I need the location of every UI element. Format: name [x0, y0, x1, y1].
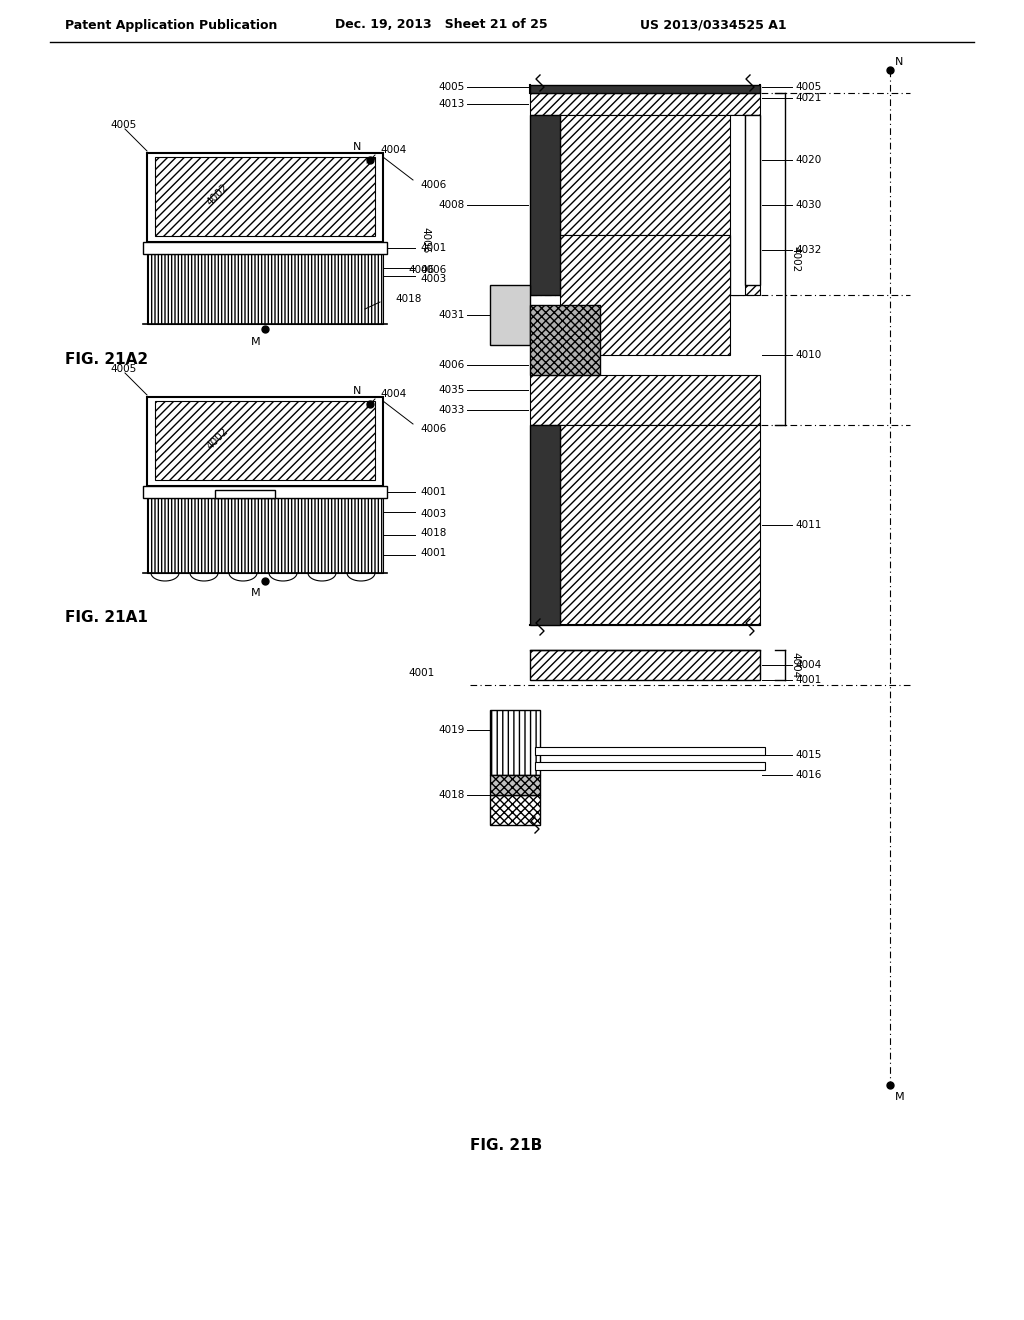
Text: 4004: 4004 — [380, 389, 407, 399]
Bar — [560, 235, 730, 355]
Text: 4006: 4006 — [420, 180, 446, 190]
Bar — [147, 253, 383, 323]
Text: 4016: 4016 — [795, 770, 821, 780]
Text: N: N — [353, 143, 361, 152]
Bar — [490, 775, 540, 795]
Text: 4001: 4001 — [420, 548, 446, 558]
Text: 4002: 4002 — [205, 426, 230, 451]
Text: 4001: 4001 — [420, 487, 446, 498]
Bar — [560, 425, 760, 624]
Text: 4032: 4032 — [795, 246, 821, 255]
Bar — [730, 115, 745, 294]
Bar — [535, 762, 765, 770]
Text: 4018: 4018 — [438, 789, 465, 800]
Bar — [155, 157, 375, 236]
Text: Dec. 19, 2013   Sheet 21 of 25: Dec. 19, 2013 Sheet 21 of 25 — [335, 18, 548, 32]
Text: 4021: 4021 — [795, 92, 821, 103]
Text: 4006: 4006 — [409, 265, 435, 275]
Text: 4015: 4015 — [795, 750, 821, 760]
Text: 4018: 4018 — [395, 294, 421, 304]
Text: N: N — [353, 385, 361, 396]
Bar — [530, 425, 560, 624]
Text: 4002: 4002 — [205, 182, 230, 207]
Bar — [143, 486, 387, 498]
Text: Patent Application Publication: Patent Application Publication — [65, 18, 278, 32]
Text: 4004: 4004 — [790, 652, 800, 678]
Text: 4005: 4005 — [110, 120, 136, 129]
Text: N: N — [895, 57, 903, 67]
Bar — [147, 397, 383, 486]
Bar — [147, 153, 383, 242]
Text: 4018: 4018 — [420, 528, 446, 539]
Text: 4003: 4003 — [420, 275, 446, 284]
Text: 4010: 4010 — [795, 350, 821, 360]
Text: 4020: 4020 — [795, 154, 821, 165]
Text: 4019: 4019 — [438, 725, 465, 735]
Bar — [143, 242, 387, 253]
Bar — [535, 747, 765, 755]
Bar — [530, 84, 760, 92]
Text: M: M — [251, 337, 261, 347]
Text: FIG. 21A1: FIG. 21A1 — [65, 610, 147, 626]
Text: M: M — [895, 1092, 904, 1102]
Bar — [530, 375, 760, 425]
Bar — [560, 235, 730, 294]
Bar — [530, 649, 760, 680]
Bar — [530, 92, 760, 115]
Text: FIG. 21A2: FIG. 21A2 — [65, 351, 148, 367]
Bar — [490, 710, 540, 775]
Text: FIG. 21B: FIG. 21B — [470, 1138, 543, 1152]
Text: 4011: 4011 — [795, 520, 821, 531]
Text: 4002: 4002 — [790, 246, 800, 272]
Text: 4006: 4006 — [438, 360, 465, 370]
Bar — [530, 115, 560, 294]
Text: M: M — [251, 587, 261, 598]
Text: 4035: 4035 — [438, 385, 465, 395]
Text: 4013: 4013 — [438, 99, 465, 110]
Bar — [155, 401, 375, 480]
Bar — [490, 285, 530, 345]
Bar — [490, 795, 540, 825]
Text: 4005: 4005 — [110, 364, 136, 374]
Text: 4006: 4006 — [420, 424, 446, 434]
Text: 4004: 4004 — [380, 145, 407, 154]
Bar — [560, 115, 760, 294]
Text: 4005: 4005 — [438, 82, 465, 92]
Text: US 2013/0334525 A1: US 2013/0334525 A1 — [640, 18, 786, 32]
Bar — [147, 498, 383, 573]
Text: 4031: 4031 — [438, 310, 465, 319]
Text: 4005: 4005 — [795, 82, 821, 92]
Text: 4001: 4001 — [795, 675, 821, 685]
Text: 4003: 4003 — [420, 510, 446, 519]
Bar — [745, 115, 760, 285]
Bar — [530, 305, 600, 375]
Text: 4004: 4004 — [795, 660, 821, 671]
Text: 4006: 4006 — [420, 265, 446, 275]
Text: 4006: 4006 — [420, 227, 430, 253]
Text: 4033: 4033 — [438, 405, 465, 414]
Text: 4030: 4030 — [795, 201, 821, 210]
Text: 4001: 4001 — [409, 668, 435, 678]
Text: 4008: 4008 — [438, 201, 465, 210]
Text: 4001: 4001 — [420, 243, 446, 253]
Bar — [215, 490, 275, 498]
